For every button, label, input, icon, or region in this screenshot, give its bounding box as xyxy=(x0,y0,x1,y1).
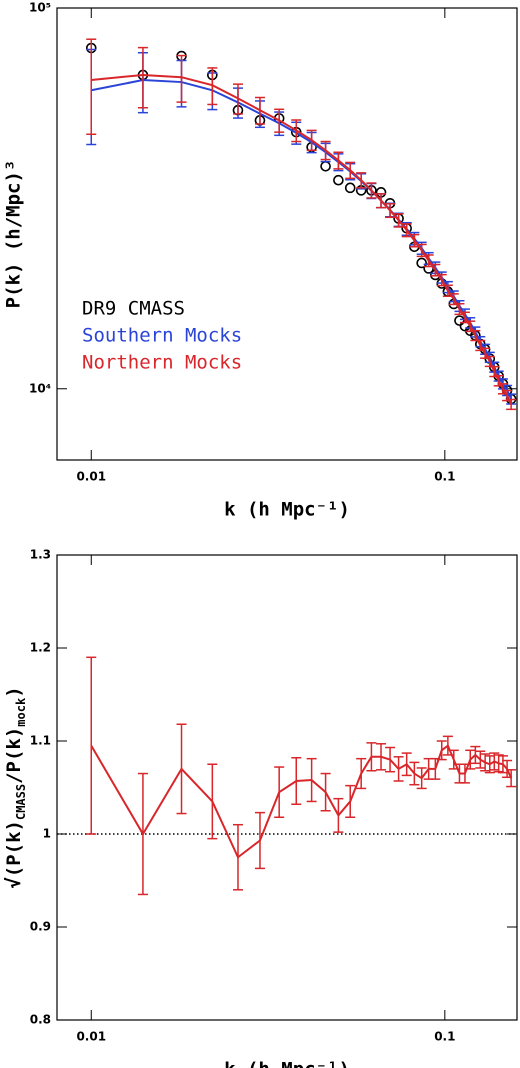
y-tick-label: 1.1 xyxy=(30,734,51,748)
plot-area xyxy=(86,656,517,896)
data-point xyxy=(344,182,356,194)
x-tick-label: 0.01 xyxy=(76,470,106,484)
x-tick-label: 0.1 xyxy=(434,1030,455,1044)
legend-entry: DR9 CMASS xyxy=(82,298,185,320)
y-tick-label: 10⁵ xyxy=(29,1,51,15)
y-tick-label: 1.3 xyxy=(30,548,51,562)
data-point xyxy=(320,160,331,172)
legend-entry: Northern Mocks xyxy=(82,352,242,374)
x-axis-label: k (h Mpc⁻¹) xyxy=(224,499,350,521)
data-point xyxy=(333,174,344,186)
data-point xyxy=(416,257,427,269)
legend-entry: Southern Mocks xyxy=(82,325,242,347)
y-tick-label: 0.9 xyxy=(30,920,51,934)
x-tick-label: 0.01 xyxy=(76,1030,106,1044)
y-axis-label: √(P(k)CMASS/P(k)mock) xyxy=(3,686,28,888)
y-tick-label: 1.2 xyxy=(30,641,51,655)
x-tick-label: 0.1 xyxy=(434,470,455,484)
y-axis-label-part: mock xyxy=(14,697,28,727)
plot-frame xyxy=(56,554,518,1021)
y-axis-label-part: CMASS xyxy=(14,784,28,820)
plot-frame xyxy=(56,7,518,461)
y-tick-label: 0.8 xyxy=(30,1013,51,1027)
series-line xyxy=(90,744,513,859)
x-axis-label: k (h Mpc⁻¹) xyxy=(224,1059,350,1068)
plot-area xyxy=(85,38,517,411)
y-axis-label-part: ) xyxy=(3,686,25,697)
y-tick-label: 1 xyxy=(43,827,51,841)
y-axis-label-part: √(P(k) xyxy=(3,820,25,889)
y-tick-label: 10⁴ xyxy=(29,381,51,395)
series-line xyxy=(91,73,513,405)
y-axis-label: P(k) (h/Mpc)³ xyxy=(3,160,25,309)
data-point xyxy=(454,315,465,326)
y-axis-label-part: /P(k) xyxy=(3,727,25,784)
